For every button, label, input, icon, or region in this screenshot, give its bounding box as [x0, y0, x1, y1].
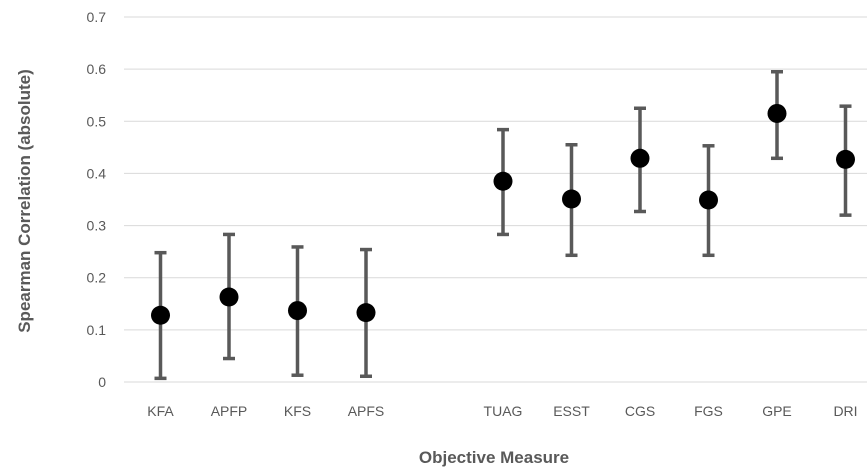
y-tick-label: 0.7	[87, 9, 107, 25]
x-tick-label: ESST	[553, 403, 590, 419]
data-point	[151, 305, 170, 325]
y-axis-title: Spearman Correlation (absolute)	[15, 69, 34, 333]
x-tick-label: KFS	[284, 403, 311, 419]
gridlines	[124, 16, 867, 383]
y-tick-labels: 0 0.1 0.2 0.3 0.4 0.5 0.6 0.7	[87, 9, 107, 390]
x-tick-label: TUAG	[484, 403, 523, 419]
data-point	[493, 171, 513, 191]
data-point	[562, 189, 581, 209]
x-tick-label: GPE	[762, 403, 792, 419]
y-tick-label: 0.2	[87, 270, 107, 286]
x-axis-title: Objective Measure	[419, 448, 569, 467]
error-bars	[154, 70, 852, 381]
y-tick-label: 0.1	[87, 322, 107, 338]
x-tick-label: FGS	[694, 403, 723, 419]
x-tick-labels: KFA APFP KFS APFS TUAG ESST CGS FGS GPE DRI	[147, 403, 857, 419]
data-point	[219, 287, 239, 307]
x-tick-label: APFP	[211, 403, 248, 419]
data-point	[356, 303, 376, 323]
data-point	[836, 149, 855, 169]
y-tick-label: 0	[98, 374, 106, 390]
x-tick-label: DRI	[833, 403, 857, 419]
x-tick-label: KFA	[147, 403, 174, 419]
x-tick-label: APFS	[348, 403, 385, 419]
data-points	[151, 103, 855, 325]
y-tick-label: 0.5	[87, 113, 107, 129]
y-tick-label: 0.3	[87, 218, 107, 234]
y-tick-label: 0.4	[87, 165, 107, 181]
data-point	[630, 148, 650, 168]
x-tick-label: CGS	[625, 403, 655, 419]
data-point	[699, 190, 718, 210]
data-point	[288, 301, 307, 321]
data-point	[767, 103, 787, 123]
y-tick-label: 0.6	[87, 61, 107, 77]
